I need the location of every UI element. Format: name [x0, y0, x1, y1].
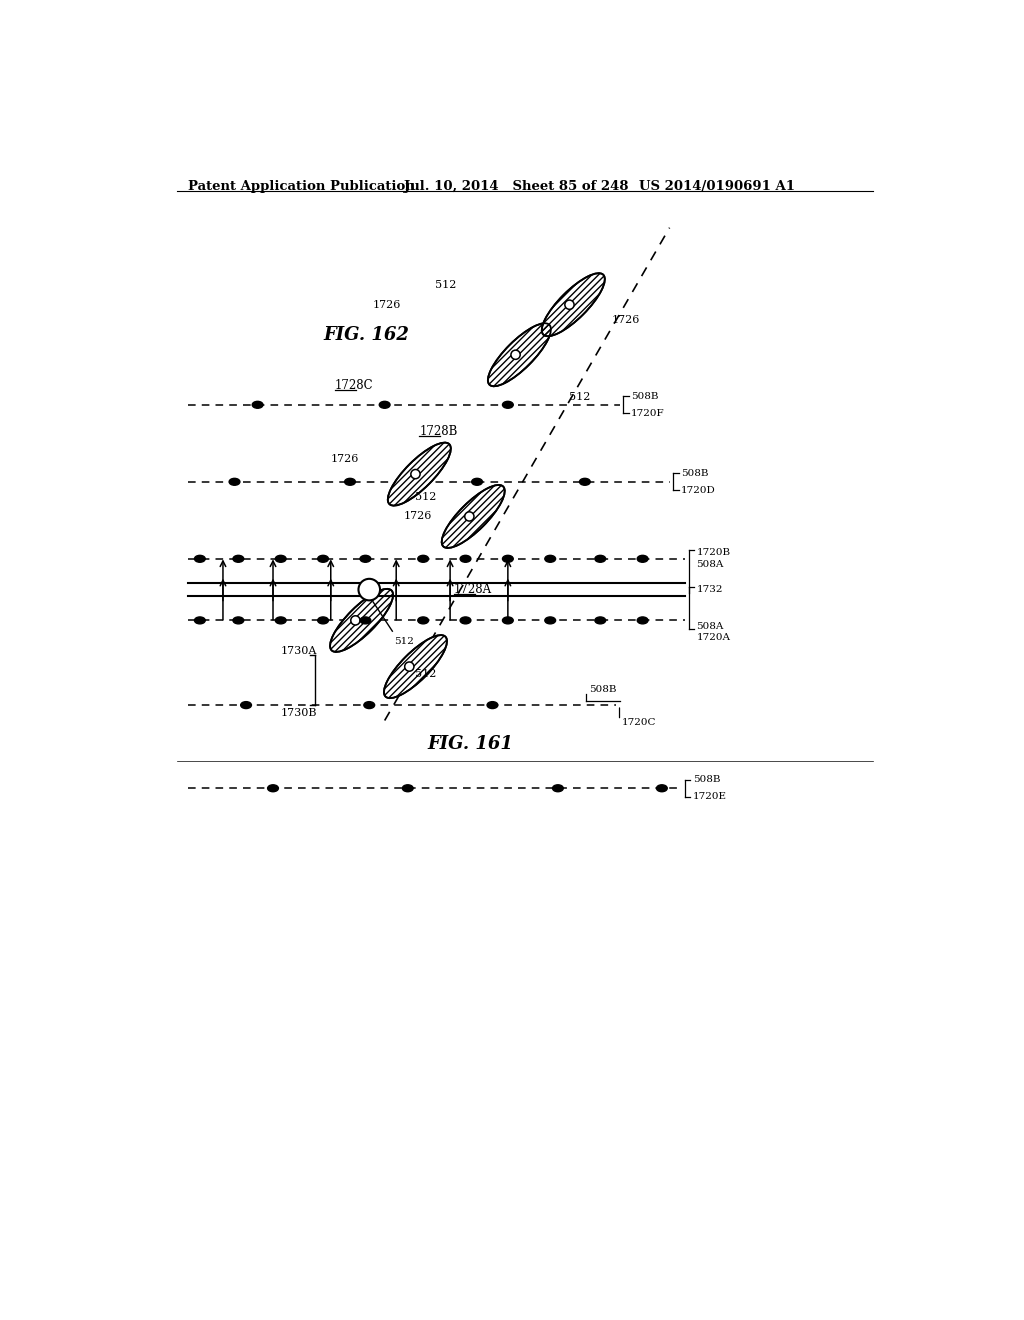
Ellipse shape [503, 616, 513, 624]
Text: 508A: 508A [696, 622, 724, 631]
Text: 1726: 1726 [331, 454, 359, 463]
Ellipse shape [472, 478, 482, 486]
Text: 1720F: 1720F [631, 409, 665, 417]
Text: FIG. 162: FIG. 162 [323, 326, 409, 345]
Ellipse shape [360, 616, 371, 624]
Ellipse shape [233, 556, 244, 562]
Ellipse shape [637, 556, 648, 562]
Circle shape [351, 615, 360, 626]
Ellipse shape [487, 702, 498, 709]
Ellipse shape [229, 478, 240, 486]
Ellipse shape [545, 616, 556, 624]
Text: 1720D: 1720D [681, 486, 716, 495]
Ellipse shape [656, 785, 668, 792]
Ellipse shape [345, 478, 355, 486]
Ellipse shape [402, 785, 413, 792]
Text: 512: 512 [435, 280, 456, 290]
Ellipse shape [542, 273, 605, 337]
Ellipse shape [487, 323, 551, 387]
Text: 1730A: 1730A [281, 647, 317, 656]
Ellipse shape [460, 616, 471, 624]
Text: US 2014/0190691 A1: US 2014/0190691 A1 [639, 180, 795, 193]
Circle shape [411, 470, 420, 479]
Ellipse shape [379, 401, 390, 408]
Text: 1726: 1726 [373, 300, 401, 310]
Ellipse shape [317, 556, 329, 562]
Ellipse shape [637, 616, 648, 624]
Text: 512: 512 [416, 669, 437, 680]
Ellipse shape [545, 556, 556, 562]
Ellipse shape [441, 484, 505, 548]
Text: 508B: 508B [692, 775, 720, 784]
Ellipse shape [595, 556, 605, 562]
Text: 1726: 1726 [611, 315, 640, 325]
Text: 1726: 1726 [403, 511, 432, 521]
Ellipse shape [384, 635, 446, 698]
Ellipse shape [503, 556, 513, 562]
Text: 1728C: 1728C [335, 379, 373, 392]
Circle shape [511, 350, 520, 359]
Ellipse shape [580, 478, 590, 486]
Text: 1728A: 1728A [454, 583, 493, 597]
Ellipse shape [275, 556, 286, 562]
Circle shape [358, 579, 380, 601]
Ellipse shape [503, 401, 513, 408]
Ellipse shape [241, 702, 252, 709]
Text: 512: 512 [569, 392, 591, 403]
Ellipse shape [317, 616, 329, 624]
Text: 512: 512 [394, 638, 414, 647]
Text: FIG. 161: FIG. 161 [427, 735, 513, 752]
Ellipse shape [460, 556, 471, 562]
Text: 1720E: 1720E [692, 792, 727, 801]
Ellipse shape [360, 556, 371, 562]
Text: 1730B: 1730B [281, 708, 317, 718]
Text: 512: 512 [416, 492, 437, 502]
Ellipse shape [275, 616, 286, 624]
Text: 508B: 508B [681, 469, 709, 478]
Ellipse shape [595, 616, 605, 624]
Ellipse shape [233, 616, 244, 624]
Text: 508B: 508B [589, 685, 616, 694]
Text: 508A: 508A [696, 561, 724, 569]
Text: 508B: 508B [631, 392, 658, 401]
Ellipse shape [267, 785, 279, 792]
Ellipse shape [252, 401, 263, 408]
Text: Jul. 10, 2014   Sheet 85 of 248: Jul. 10, 2014 Sheet 85 of 248 [403, 180, 629, 193]
Text: 1720C: 1720C [622, 718, 656, 726]
Text: Patent Application Publication: Patent Application Publication [188, 180, 415, 193]
Ellipse shape [195, 616, 205, 624]
Ellipse shape [418, 616, 429, 624]
Text: 1732: 1732 [696, 585, 723, 594]
Text: 1720A: 1720A [696, 632, 730, 642]
Circle shape [465, 512, 474, 521]
Circle shape [404, 663, 414, 672]
Ellipse shape [388, 442, 451, 506]
Ellipse shape [553, 785, 563, 792]
Ellipse shape [330, 589, 393, 652]
Text: 1728B: 1728B [419, 425, 458, 438]
Circle shape [565, 300, 574, 309]
Ellipse shape [418, 556, 429, 562]
Ellipse shape [195, 556, 205, 562]
Ellipse shape [364, 702, 375, 709]
Text: 1720B: 1720B [696, 548, 731, 557]
